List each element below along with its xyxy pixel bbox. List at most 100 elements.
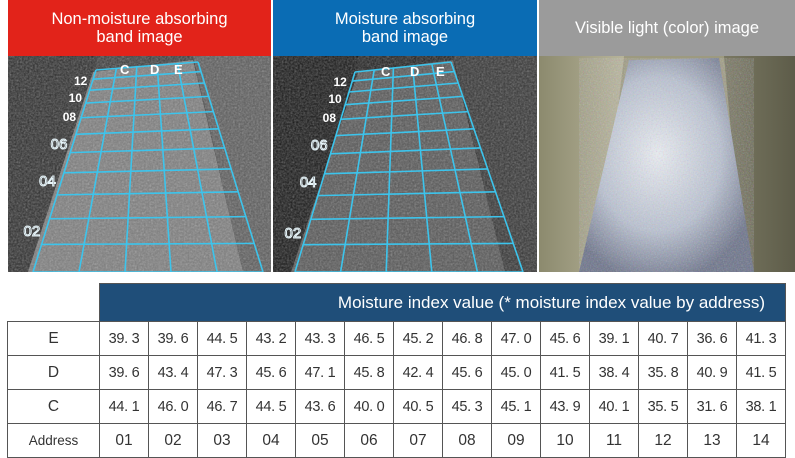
moisture-value-cell: 40. 1 [589, 389, 639, 424]
moisture-value-cell: 39. 1 [589, 321, 639, 356]
grid-row-label: 04 [300, 174, 317, 191]
grid-row-line [345, 95, 463, 106]
address-cell: 01 [99, 423, 149, 458]
non-moisture-band-panel: C D E 12 10 08 06 04 02 Non-moisture absorbing b… [8, 0, 271, 272]
grid-row-line [89, 82, 205, 91]
grid-row-line [41, 242, 255, 246]
grid-row-line [49, 215, 246, 220]
moisture-value-cell: 35. 8 [638, 355, 688, 390]
table-corner [7, 283, 100, 322]
moisture-value-cell: 41. 3 [736, 321, 786, 356]
header-line-1: Moisture absorbing [334, 10, 476, 28]
grid-row-line [81, 110, 214, 119]
moisture-value-cell: 36. 6 [687, 321, 737, 356]
non-moisture-band-image: C D E 12 10 08 06 04 02 [8, 56, 271, 272]
grid-column-line [78, 68, 118, 272]
address-cell: 13 [687, 423, 737, 458]
moisture-value-cell: 45. 2 [393, 321, 443, 356]
row-label: E [7, 321, 100, 356]
grid-column-line [431, 63, 479, 272]
grid-row-line [85, 95, 209, 104]
grid-row-line [93, 70, 202, 80]
moisture-value-cell: 46. 8 [442, 321, 492, 356]
moisture-value-cell: 45. 6 [442, 355, 492, 390]
address-cell: 07 [393, 423, 443, 458]
address-row: Address 01 02 03 04 05 06 07 08 09 10 11 12 13 14 [7, 423, 786, 458]
grid-row-label: 06 [311, 137, 328, 154]
grid-column-label: D [150, 62, 159, 77]
moisture-value-cell: 39. 3 [99, 321, 149, 356]
moisture-value-cell: 41. 5 [540, 355, 590, 390]
grid-row-line [324, 168, 488, 175]
table-header-row: Moisture index value (* moisture index v… [7, 283, 786, 322]
moisture-value-cell: 39. 6 [148, 321, 198, 356]
address-cell: 12 [638, 423, 688, 458]
moisture-value-cell: 47. 3 [197, 355, 247, 390]
grid-column-label: C [381, 64, 391, 79]
grid-row-label: 12 [333, 75, 347, 89]
address-cell: 05 [295, 423, 345, 458]
grid-column-line [176, 63, 218, 272]
panel-header: Non-moisture absorbing band image [8, 0, 271, 56]
grid-row-line [330, 147, 481, 155]
header-line-2: band image [361, 28, 449, 46]
address-cell: 02 [148, 423, 198, 458]
panel-header: Visible light (color) image [539, 0, 795, 56]
grid-column-line [156, 65, 172, 272]
address-cell: 08 [442, 423, 492, 458]
grid-row-line [95, 61, 199, 71]
grid-row-line [70, 147, 225, 154]
visible-light-panel: Visible light (color) image [539, 0, 795, 272]
moisture-value-cell: 47. 0 [491, 321, 541, 356]
moisture-index-table: Moisture index value (* moisture index v… [7, 283, 786, 458]
address-cell: 11 [589, 423, 639, 458]
grid-row-label: 08 [323, 111, 337, 125]
moisture-value-cell: 42. 4 [393, 355, 443, 390]
moisture-value-cell: 39. 6 [99, 355, 149, 390]
moisture-value-cell: 47. 1 [295, 355, 345, 390]
grid-row-label: 02 [285, 225, 302, 242]
header-line-1: Visible light (color) image [574, 19, 760, 37]
table-row: D 39. 6 43. 4 47. 3 45. 6 47. 1 45. 8 42. 4 45. … [7, 355, 786, 390]
moisture-value-cell: 43. 6 [295, 389, 345, 424]
address-cell: 04 [246, 423, 296, 458]
panel-header: Moisture absorbing band image [273, 0, 537, 56]
grid-row-line [340, 110, 469, 121]
moisture-value-cell: 38. 1 [736, 389, 786, 424]
table-title: Moisture index value (* moisture index v… [99, 283, 786, 322]
row-label: D [7, 355, 100, 390]
moisture-value-cell: 45. 1 [491, 389, 541, 424]
moisture-value-cell: 43. 2 [246, 321, 296, 356]
moisture-value-cell: 46. 5 [344, 321, 394, 356]
moisture-value-cell: 46. 7 [197, 389, 247, 424]
moisture-value-cell: 44. 5 [246, 389, 296, 424]
grid-column-line [197, 61, 264, 272]
table-row: E 39. 3 39. 6 44. 5 43. 2 43. 3 46. 5 45. 2 46. … [7, 321, 786, 356]
grid-column-line [450, 61, 524, 272]
grid-row-line [354, 61, 452, 73]
moisture-value-cell: 35. 5 [638, 389, 688, 424]
moisture-value-cell: 40. 0 [344, 389, 394, 424]
grid-row-label: 08 [63, 110, 77, 124]
moisture-value-cell: 38. 4 [589, 355, 639, 390]
moisture-value-cell: 43. 3 [295, 321, 345, 356]
grid-row-line [348, 82, 459, 93]
header-line-2: band image [96, 28, 183, 46]
grid-column-label: D [410, 64, 419, 79]
moisture-value-cell: 40. 5 [393, 389, 443, 424]
grid-row-label: 04 [39, 173, 56, 190]
grid-column-line [339, 69, 375, 272]
moisture-value-cell: 45. 0 [491, 355, 541, 390]
address-cell: 10 [540, 423, 590, 458]
moisture-value-cell: 45. 6 [246, 355, 296, 390]
grid-column-line [294, 71, 356, 272]
address-cell: 14 [736, 423, 786, 458]
moisture-value-cell: 45. 3 [442, 389, 492, 424]
row-label: C [7, 389, 100, 424]
grid-column-line [124, 66, 138, 272]
moisture-value-cell: 40. 7 [638, 321, 688, 356]
grid-row-line [317, 191, 496, 197]
address-cell: 06 [344, 423, 394, 458]
moisture-value-cell: 43. 4 [148, 355, 198, 390]
grid-row-line [352, 70, 455, 82]
